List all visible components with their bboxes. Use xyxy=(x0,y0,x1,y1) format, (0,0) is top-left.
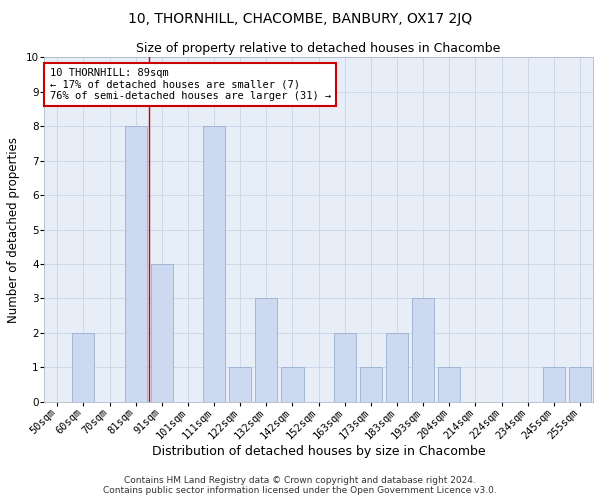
Bar xyxy=(543,368,565,402)
Bar xyxy=(72,333,94,402)
Y-axis label: Number of detached properties: Number of detached properties xyxy=(7,136,20,322)
Bar xyxy=(125,126,147,402)
X-axis label: Distribution of detached houses by size in Chacombe: Distribution of detached houses by size … xyxy=(152,445,485,458)
Bar xyxy=(569,368,591,402)
Bar xyxy=(334,333,356,402)
Title: Size of property relative to detached houses in Chacombe: Size of property relative to detached ho… xyxy=(136,42,501,55)
Bar xyxy=(255,298,277,402)
Bar xyxy=(412,298,434,402)
Text: 10 THORNHILL: 89sqm
← 17% of detached houses are smaller (7)
76% of semi-detache: 10 THORNHILL: 89sqm ← 17% of detached ho… xyxy=(50,68,331,101)
Bar xyxy=(151,264,173,402)
Text: Contains HM Land Registry data © Crown copyright and database right 2024.
Contai: Contains HM Land Registry data © Crown c… xyxy=(103,476,497,495)
Bar xyxy=(438,368,460,402)
Bar xyxy=(360,368,382,402)
Bar xyxy=(229,368,251,402)
Text: 10, THORNHILL, CHACOMBE, BANBURY, OX17 2JQ: 10, THORNHILL, CHACOMBE, BANBURY, OX17 2… xyxy=(128,12,472,26)
Bar xyxy=(281,368,304,402)
Bar xyxy=(203,126,225,402)
Bar xyxy=(386,333,408,402)
